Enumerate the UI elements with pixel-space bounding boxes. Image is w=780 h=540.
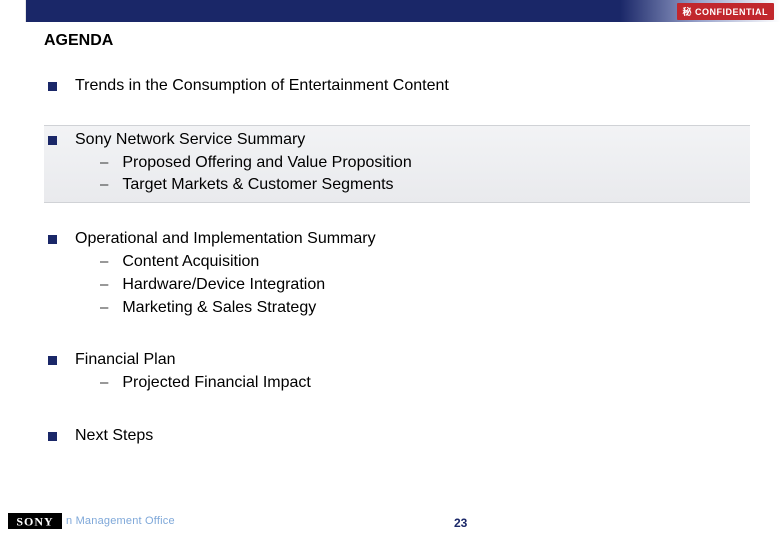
square-bullet-icon bbox=[48, 136, 57, 145]
agenda-subitem: –Hardware/Device Integration bbox=[100, 275, 744, 296]
agenda-subitem-label: Proposed Offering and Value Proposition bbox=[122, 153, 411, 174]
page-number: 23 bbox=[454, 516, 467, 530]
agenda-subitem-label: Target Markets & Customer Segments bbox=[122, 175, 393, 196]
agenda-subitem-label: Marketing & Sales Strategy bbox=[122, 298, 316, 319]
footer: SONY n Management Office bbox=[0, 510, 780, 532]
agenda-item: Next Steps bbox=[44, 422, 750, 453]
dash-bullet-icon: – bbox=[100, 252, 108, 272]
square-bullet-icon bbox=[48, 82, 57, 91]
agenda-subitem: –Marketing & Sales Strategy bbox=[100, 298, 744, 319]
dash-bullet-icon: – bbox=[100, 298, 108, 318]
header-accent-box bbox=[0, 0, 26, 22]
agenda-subitem-label: Projected Financial Impact bbox=[122, 373, 311, 394]
agenda-item-label: Trends in the Consumption of Entertainme… bbox=[75, 76, 449, 97]
dash-bullet-icon: – bbox=[100, 275, 108, 295]
dash-bullet-icon: – bbox=[100, 373, 108, 393]
agenda-item-label: Sony Network Service Summary bbox=[75, 130, 305, 151]
agenda-subitem: –Projected Financial Impact bbox=[100, 373, 744, 394]
header-navy-bar bbox=[26, 0, 620, 22]
agenda-item-label: Next Steps bbox=[75, 426, 153, 447]
square-bullet-icon bbox=[48, 235, 57, 244]
agenda-sublist: –Proposed Offering and Value Proposition… bbox=[100, 153, 744, 197]
agenda-subitem: –Proposed Offering and Value Proposition bbox=[100, 153, 744, 174]
dash-bullet-icon: – bbox=[100, 175, 108, 195]
agenda-list: Trends in the Consumption of Entertainme… bbox=[44, 72, 750, 475]
agenda-subitem-label: Content Acquisition bbox=[122, 252, 259, 273]
svg-text:SONY: SONY bbox=[16, 515, 53, 529]
agenda-subitem-label: Hardware/Device Integration bbox=[122, 275, 325, 296]
agenda-sublist: –Content Acquisition–Hardware/Device Int… bbox=[100, 252, 744, 318]
square-bullet-icon bbox=[48, 432, 57, 441]
dash-bullet-icon: – bbox=[100, 153, 108, 173]
header-bar bbox=[0, 0, 780, 22]
footer-office-text: n Management Office bbox=[66, 515, 175, 527]
page-title: AGENDA bbox=[44, 32, 113, 50]
agenda-item-label: Operational and Implementation Summary bbox=[75, 229, 376, 250]
confidential-badge: 秘 CONFIDENTIAL bbox=[677, 3, 775, 20]
agenda-subitem: –Target Markets & Customer Segments bbox=[100, 175, 744, 196]
sony-logo: SONY bbox=[8, 513, 62, 529]
agenda-item: Trends in the Consumption of Entertainme… bbox=[44, 72, 750, 103]
square-bullet-icon bbox=[48, 356, 57, 365]
agenda-item-label: Financial Plan bbox=[75, 350, 176, 371]
agenda-item: Sony Network Service Summary–Proposed Of… bbox=[44, 125, 750, 203]
agenda-item: Operational and Implementation Summary–C… bbox=[44, 225, 750, 324]
agenda-sublist: –Projected Financial Impact bbox=[100, 373, 744, 394]
agenda-item: Financial Plan–Projected Financial Impac… bbox=[44, 346, 750, 400]
agenda-subitem: –Content Acquisition bbox=[100, 252, 744, 273]
